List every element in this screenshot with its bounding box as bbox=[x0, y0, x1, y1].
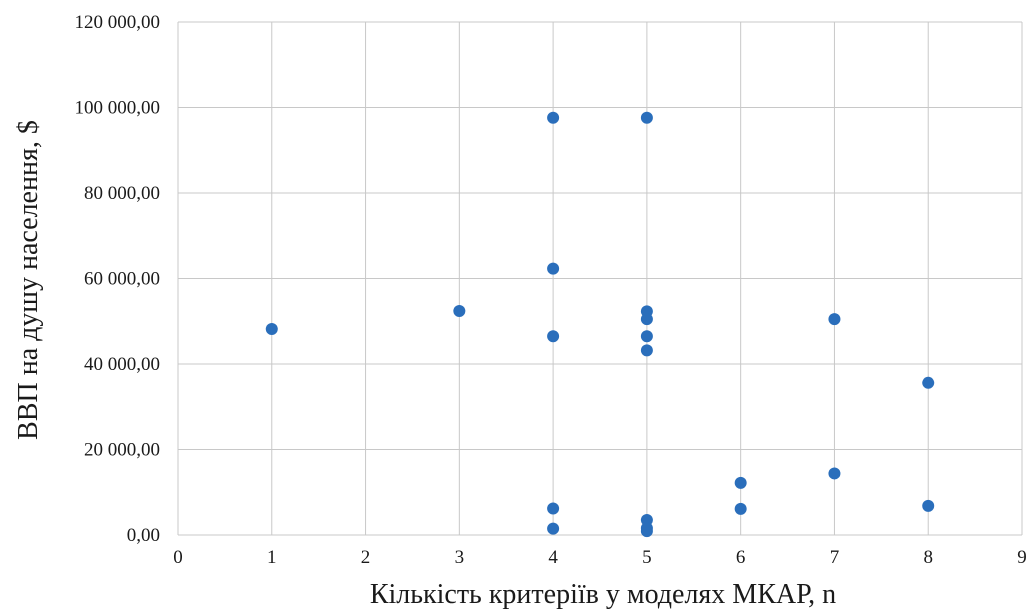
y-axis-label: ВВП на душу населення, $ bbox=[13, 120, 44, 440]
horizontal-gridlines bbox=[178, 21, 1022, 536]
data-points bbox=[265, 111, 935, 538]
data-point bbox=[265, 322, 278, 335]
data-point bbox=[640, 344, 653, 357]
data-point bbox=[547, 502, 560, 515]
data-point bbox=[547, 522, 560, 535]
data-point bbox=[922, 376, 935, 389]
y-tick-label: 60 000,00 bbox=[84, 269, 160, 290]
data-point bbox=[640, 313, 653, 326]
x-axis-label: Кількість критеріїв у моделях МКАР, n bbox=[370, 579, 836, 610]
x-tick-label: 9 bbox=[1017, 547, 1027, 568]
data-point bbox=[828, 467, 841, 480]
x-tick-label: 7 bbox=[830, 547, 840, 568]
y-axis-tick-labels: 0,00 20 000,00 40 000,00 60 000,00 80 000,00… bbox=[75, 12, 161, 546]
data-point bbox=[640, 330, 653, 343]
x-tick-label: 8 bbox=[923, 547, 933, 568]
data-point bbox=[453, 304, 466, 317]
x-tick-label: 2 bbox=[361, 547, 371, 568]
data-point bbox=[547, 330, 560, 343]
y-tick-label: 20 000,00 bbox=[84, 440, 160, 461]
y-tick-label: 80 000,00 bbox=[84, 183, 160, 204]
y-tick-label: 0,00 bbox=[127, 525, 160, 546]
data-point bbox=[547, 262, 560, 275]
data-point bbox=[922, 499, 935, 512]
data-point bbox=[640, 525, 653, 538]
data-point bbox=[547, 111, 560, 124]
x-tick-label: 6 bbox=[736, 547, 746, 568]
x-axis-tick-labels: 0 1 2 3 4 5 6 7 8 9 bbox=[173, 547, 1027, 568]
y-tick-label: 100 000,00 bbox=[75, 98, 161, 119]
x-tick-label: 0 bbox=[173, 547, 183, 568]
y-tick-label: 40 000,00 bbox=[84, 354, 160, 375]
data-point bbox=[640, 111, 653, 124]
x-tick-label: 3 bbox=[455, 547, 465, 568]
x-tick-label: 5 bbox=[642, 547, 652, 568]
data-point bbox=[734, 502, 747, 515]
data-point bbox=[828, 313, 841, 326]
x-tick-label: 4 bbox=[548, 547, 558, 568]
data-point bbox=[734, 476, 747, 489]
x-tick-label: 1 bbox=[267, 547, 277, 568]
y-tick-label: 120 000,00 bbox=[75, 12, 161, 33]
